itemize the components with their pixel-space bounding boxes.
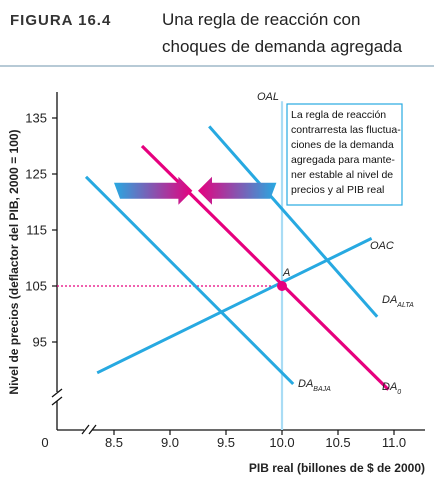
shift-arrow-right <box>114 176 193 205</box>
y-axis-break-1 <box>51 388 63 398</box>
da0-label: DA0 <box>382 381 401 396</box>
y-tick-label: 125 <box>25 167 47 182</box>
x-tick-label: 8.5 <box>105 435 123 450</box>
oac-label: OAC <box>370 240 394 252</box>
shift-arrow-left <box>198 176 277 205</box>
x-axis-title: PIB real (billones de $ de 2000) <box>249 461 425 475</box>
y-tick-label: 95 <box>33 335 47 350</box>
x-ticks: 8.5 9.0 9.5 10.0 10.5 11.0 <box>105 430 406 450</box>
annotation-line-6: precios y al PIB real <box>291 184 384 196</box>
annotation-box <box>286 103 403 206</box>
y-tick-label: 115 <box>26 223 47 238</box>
y-axis-title: Nivel de precios (deflactor del PIB, 200… <box>7 129 21 394</box>
da-baja-label: DABAJA <box>298 378 331 393</box>
y-ticks: 95 105 115 125 135 <box>25 111 57 350</box>
da-alta-label: DAALTA <box>382 294 414 309</box>
da-baja-line <box>84 175 295 386</box>
x-axis-break-1 <box>81 424 90 435</box>
x-tick-label: 11.0 <box>382 435 406 450</box>
da-alta-line <box>208 125 379 318</box>
annotation-line-3: ciones de la demanda <box>291 139 394 151</box>
equilibrium-point <box>277 281 287 291</box>
x-tick-label: 9.5 <box>217 435 235 450</box>
figure-label: FIGURA 16.4 <box>10 12 111 29</box>
annotation-line-5: ner estable al nivel de <box>291 169 393 181</box>
annotation-line-1: La regla de reacción <box>291 109 386 121</box>
x-tick-label: 10.0 <box>269 435 294 450</box>
origin-label: 0 <box>41 435 48 450</box>
x-tick-label: 10.5 <box>325 435 350 450</box>
x-tick-label: 9.0 <box>161 435 179 450</box>
equilibrium-label: A <box>282 267 290 279</box>
y-tick-label: 135 <box>25 111 47 126</box>
oac-line <box>96 237 373 375</box>
annotation: La regla de reacción contrarresta las fl… <box>286 103 403 206</box>
plot-area: A OAL OAC DAALTA DABAJA DA0 <box>57 91 414 430</box>
y-tick-label: 105 <box>25 279 47 294</box>
figure-title-line-2: choques de demanda agregada <box>162 37 403 56</box>
oal-label: OAL <box>257 91 279 103</box>
annotation-line-2: contrarresta las fluctua- <box>291 124 401 136</box>
figure-title-line-1: Una regla de reacción con <box>162 10 360 29</box>
annotation-line-4: agregada para mante- <box>291 154 395 166</box>
